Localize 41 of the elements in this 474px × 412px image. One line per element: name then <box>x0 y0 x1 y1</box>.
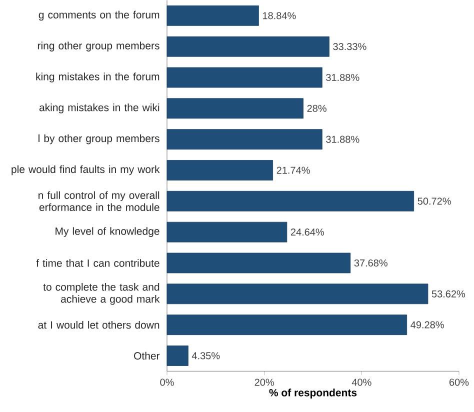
y-tick-label: My level of knowledge <box>56 227 160 237</box>
data-label: 50.72% <box>418 198 451 205</box>
y-tick-label: ple would find faults in my work <box>12 165 160 176</box>
y-tick-label: n full control of my overall erformance in the module <box>38 191 160 211</box>
bar <box>166 190 414 212</box>
bar <box>166 98 304 119</box>
data-label: 24.64% <box>290 228 324 236</box>
bar <box>166 129 322 150</box>
data-label: 31.88% <box>326 136 360 143</box>
y-tick-label: f time that I can contribute <box>36 259 160 267</box>
y-tick-label: g comments on the forum <box>38 10 160 20</box>
bar <box>166 36 330 57</box>
bar <box>166 5 259 26</box>
data-label: 18.84% <box>262 12 296 20</box>
bar <box>166 252 351 274</box>
bar <box>166 160 273 180</box>
y-tick-label: aking mistakes in the wiki <box>39 103 160 114</box>
bar <box>166 345 188 366</box>
bar <box>166 67 322 88</box>
bar <box>166 222 288 242</box>
data-label: 28% <box>307 104 326 112</box>
bar <box>166 314 408 335</box>
data-label: 33.33% <box>333 42 366 50</box>
x-tick-label: 20% <box>254 378 274 386</box>
data-label: 37.68% <box>354 259 388 266</box>
data-label: 53.62% <box>432 290 466 298</box>
y-tick-label: at I would let others down <box>38 320 160 329</box>
data-label: 4.35% <box>192 352 220 360</box>
data-label: 49.28% <box>410 321 444 328</box>
data-label: 31.88% <box>326 74 360 81</box>
y-tick-label: to complete the task and achieve a good mark <box>43 282 160 305</box>
y-tick-label: l by other group members <box>38 134 160 144</box>
bar <box>166 284 428 304</box>
x-axis-title: % of respondents <box>269 388 357 398</box>
y-tick-label: king mistakes in the forum <box>36 72 160 82</box>
data-label: 21.74% <box>276 166 310 174</box>
y-tick-label: Other <box>134 352 160 360</box>
x-tick-label: 0% <box>160 378 174 386</box>
y-tick-label: ring other group members <box>38 42 160 52</box>
x-tick-label: 40% <box>352 378 372 386</box>
x-tick-label: 60% <box>449 378 469 386</box>
